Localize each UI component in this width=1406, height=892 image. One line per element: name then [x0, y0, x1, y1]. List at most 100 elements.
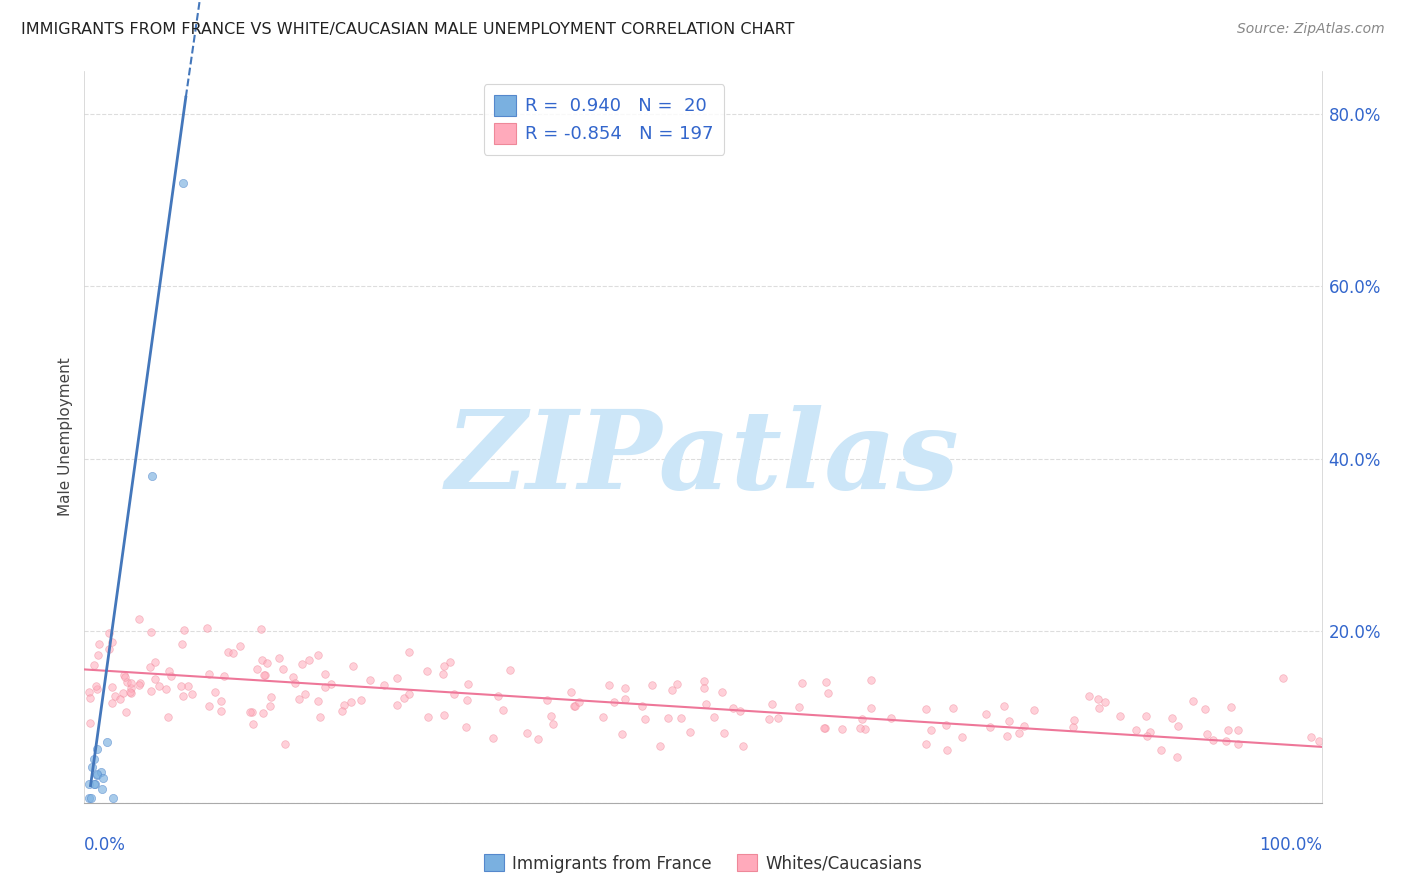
Point: [141, 468, 163, 483]
Point: [100, 635, 122, 649]
Point: [143, 673, 166, 687]
Point: [814, 674, 837, 689]
Point: [997, 729, 1019, 743]
Point: [307, 648, 329, 662]
Point: [1088, 701, 1111, 715]
Point: [86, 741, 108, 756]
Point: [288, 691, 311, 706]
Point: [86, 767, 108, 781]
Point: [610, 727, 633, 741]
Point: [148, 680, 170, 694]
Point: [1195, 727, 1218, 741]
Point: [710, 684, 733, 698]
Point: [1008, 726, 1031, 740]
Point: [198, 667, 221, 681]
Point: [1094, 695, 1116, 709]
Point: [979, 720, 1001, 734]
Point: [536, 693, 558, 707]
Point: [181, 687, 204, 701]
Point: [96, 735, 118, 749]
Point: [111, 686, 134, 700]
Point: [87, 637, 110, 651]
Point: [209, 704, 232, 718]
Point: [941, 701, 963, 715]
Point: [314, 680, 336, 694]
Point: [814, 721, 837, 735]
Point: [1194, 702, 1216, 716]
Point: [114, 670, 136, 684]
Point: [252, 706, 274, 720]
Point: [1202, 733, 1225, 747]
Point: [240, 705, 263, 719]
Point: [176, 679, 198, 693]
Point: [432, 667, 454, 681]
Point: [1299, 730, 1322, 744]
Point: [439, 656, 461, 670]
Point: [86, 681, 108, 696]
Point: [1024, 703, 1046, 717]
Point: [90, 765, 112, 780]
Text: IMMIGRANTS FROM FRANCE VS WHITE/CAUCASIAN MALE UNEMPLOYMENT CORRELATION CHART: IMMIGRANTS FROM FRANCE VS WHITE/CAUCASIA…: [21, 22, 794, 37]
Point: [108, 692, 131, 706]
Point: [766, 711, 789, 725]
Point: [259, 699, 281, 714]
Legend: R =  0.940   N =  20, R = -0.854   N = 197: R = 0.940 N = 20, R = -0.854 N = 197: [484, 84, 724, 154]
Point: [101, 696, 124, 710]
Point: [269, 650, 291, 665]
Point: [915, 702, 938, 716]
Point: [859, 701, 882, 715]
Point: [120, 676, 142, 690]
Point: [394, 690, 416, 705]
Point: [1136, 730, 1159, 744]
Point: [482, 731, 505, 745]
Text: ZIPatlas: ZIPatlas: [446, 405, 960, 513]
Point: [79, 791, 101, 805]
Point: [77, 685, 100, 699]
Point: [1087, 692, 1109, 706]
Point: [492, 703, 515, 717]
Point: [128, 676, 150, 690]
Point: [246, 662, 269, 676]
Point: [669, 711, 692, 725]
Point: [568, 696, 591, 710]
Point: [974, 707, 997, 722]
Point: [661, 683, 683, 698]
Point: [1308, 733, 1330, 747]
Point: [935, 718, 957, 732]
Point: [195, 621, 218, 635]
Point: [260, 690, 283, 704]
Point: [222, 646, 245, 660]
Point: [1109, 709, 1132, 723]
Point: [307, 694, 329, 708]
Point: [309, 710, 332, 724]
Point: [90, 782, 112, 797]
Point: [543, 716, 565, 731]
Point: [115, 705, 138, 719]
Point: [84, 777, 107, 791]
Point: [433, 658, 456, 673]
Point: [385, 698, 408, 712]
Point: [614, 692, 637, 706]
Point: [128, 611, 150, 625]
Point: [859, 673, 882, 687]
Point: [281, 670, 304, 684]
Point: [91, 771, 114, 785]
Point: [880, 711, 903, 725]
Point: [792, 675, 814, 690]
Point: [1271, 671, 1294, 685]
Point: [560, 685, 582, 699]
Point: [433, 707, 456, 722]
Point: [83, 658, 105, 673]
Point: [98, 625, 121, 640]
Point: [1215, 734, 1237, 748]
Point: [562, 699, 585, 714]
Point: [86, 768, 108, 782]
Point: [83, 752, 105, 766]
Point: [271, 662, 294, 676]
Point: [332, 698, 354, 713]
Point: [540, 709, 562, 723]
Point: [1161, 711, 1184, 725]
Point: [170, 679, 193, 693]
Point: [657, 711, 679, 725]
Point: [641, 678, 664, 692]
